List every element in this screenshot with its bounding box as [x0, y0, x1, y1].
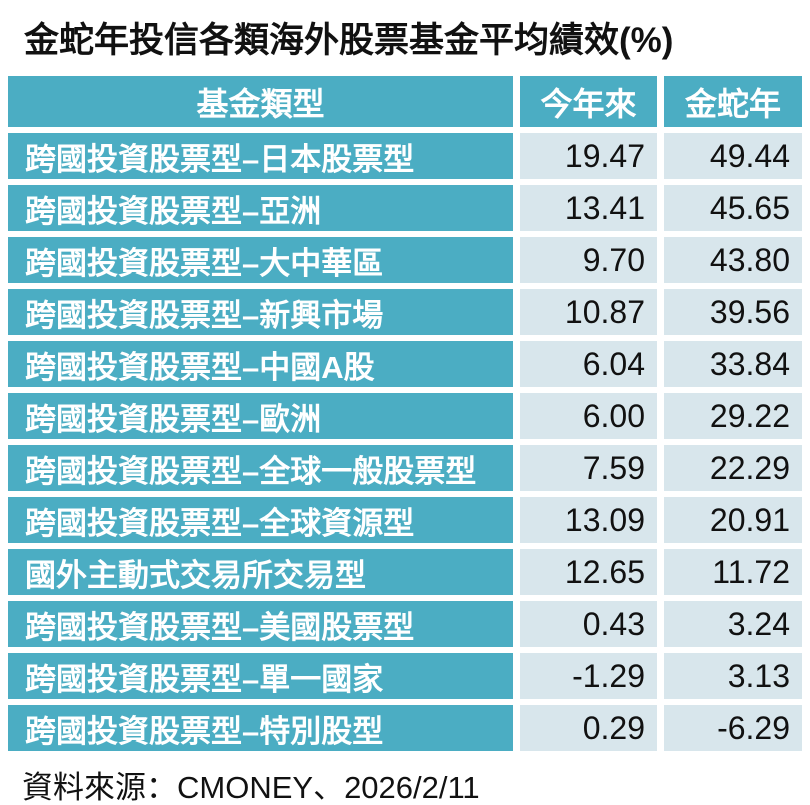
- snake-year-value-cell: 20.91: [664, 497, 802, 543]
- header-snake-year: 金蛇年: [664, 76, 802, 127]
- ytd-value-cell: 6.04: [520, 341, 657, 387]
- ytd-value-cell: -1.29: [520, 653, 657, 699]
- snake-year-value-cell: 45.65: [664, 185, 802, 231]
- fund-type-cell: 跨國投資股票型–亞洲: [8, 185, 513, 231]
- fund-type-cell: 跨國投資股票型–單一國家: [8, 653, 513, 699]
- fund-type-cell: 跨國投資股票型–特別股型: [8, 705, 513, 751]
- performance-table: 基金類型 今年來 金蛇年 跨國投資股票型–日本股票型 19.47 49.44 跨國投資…: [8, 76, 802, 751]
- ytd-value-cell: 12.65: [520, 549, 657, 595]
- snake-year-value-cell: 3.24: [664, 601, 802, 647]
- snake-year-value-cell: 11.72: [664, 549, 802, 595]
- ytd-value-cell: 0.43: [520, 601, 657, 647]
- ytd-value-cell: 10.87: [520, 289, 657, 335]
- snake-year-value-cell: 22.29: [664, 445, 802, 491]
- fund-type-cell: 跨國投資股票型–美國股票型: [8, 601, 513, 647]
- snake-year-value-cell: 33.84: [664, 341, 802, 387]
- fund-type-cell: 跨國投資股票型–全球資源型: [8, 497, 513, 543]
- page-title: 金蛇年投信各類海外股票基金平均績效(%): [24, 21, 674, 60]
- ytd-value-cell: 13.09: [520, 497, 657, 543]
- snake-year-value-cell: 43.80: [664, 237, 802, 283]
- snake-year-value-cell: 49.44: [664, 133, 802, 179]
- ytd-value-cell: 7.59: [520, 445, 657, 491]
- snake-year-value-cell: 39.56: [664, 289, 802, 335]
- ytd-value-cell: 19.47: [520, 133, 657, 179]
- ytd-value-cell: 6.00: [520, 393, 657, 439]
- fund-type-cell: 跨國投資股票型–大中華區: [8, 237, 513, 283]
- fund-type-cell: 跨國投資股票型–全球一般股票型: [8, 445, 513, 491]
- fund-type-cell: 跨國投資股票型–中國A股: [8, 341, 513, 387]
- snake-year-value-cell: -6.29: [664, 705, 802, 751]
- snake-year-value-cell: 29.22: [664, 393, 802, 439]
- ytd-value-cell: 9.70: [520, 237, 657, 283]
- fund-type-cell: 跨國投資股票型–新興市場: [8, 289, 513, 335]
- ytd-value-cell: 13.41: [520, 185, 657, 231]
- ytd-value-cell: 0.29: [520, 705, 657, 751]
- source-note: 資料來源：CMONEY、2026/2/11: [22, 770, 480, 805]
- fund-type-cell: 跨國投資股票型–日本股票型: [8, 133, 513, 179]
- header-ytd: 今年來: [520, 76, 657, 127]
- snake-year-value-cell: 3.13: [664, 653, 802, 699]
- fund-type-cell: 國外主動式交易所交易型: [8, 549, 513, 595]
- fund-type-cell: 跨國投資股票型–歐洲: [8, 393, 513, 439]
- header-fund-type: 基金類型: [8, 76, 513, 127]
